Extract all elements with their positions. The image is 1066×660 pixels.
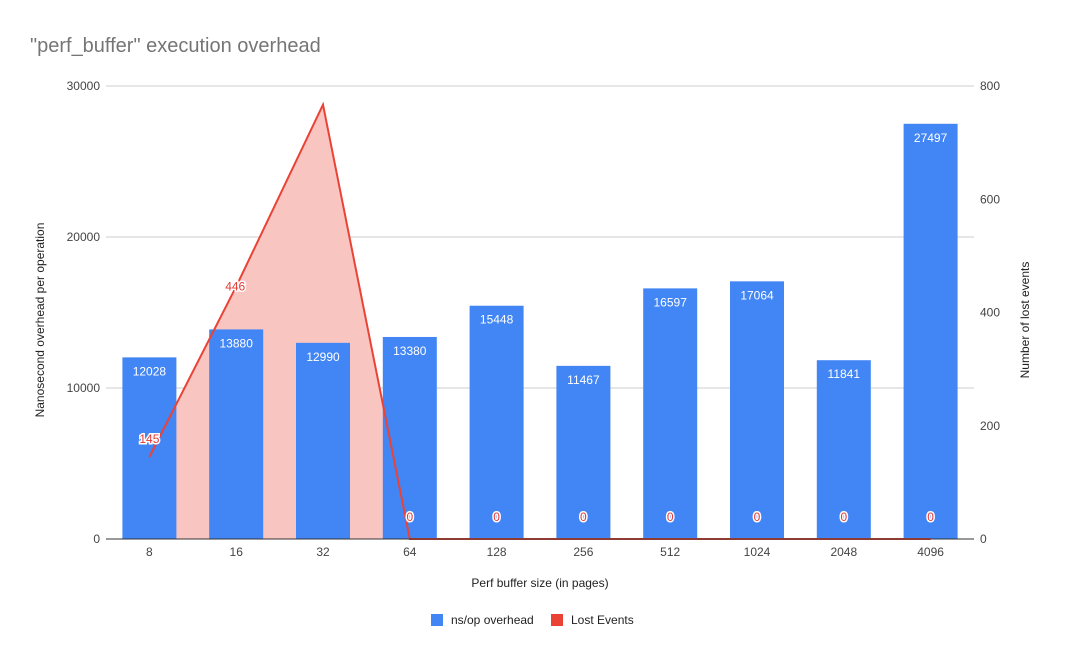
bar-value-label: 13880 — [220, 336, 254, 350]
bars — [122, 123, 958, 540]
legend-label-lost-events: Lost Events — [571, 613, 634, 627]
x-tick-label: 4096 — [917, 545, 944, 559]
y2-axis-title: Number of lost events — [1018, 262, 1032, 379]
bar-value-label: 11467 — [567, 373, 600, 387]
bar-value-label: 12990 — [306, 350, 340, 364]
bar — [730, 281, 784, 539]
legend: ns/op overhead Lost Events — [431, 613, 634, 627]
lost-events-value-label: 0 — [580, 510, 587, 524]
x-tick-label: 2048 — [830, 545, 857, 559]
y-tick-label: 0 — [93, 532, 100, 546]
x-tick-label: 128 — [487, 545, 507, 559]
bar — [296, 342, 350, 539]
legend-swatch-overhead — [431, 614, 443, 626]
y-axis-title: Nanosecond overhead per operation — [33, 223, 47, 418]
y-tick-label: 10000 — [67, 381, 101, 395]
bar — [209, 329, 264, 539]
lost-events-value-label: 0 — [493, 510, 500, 524]
chart-title: "perf_buffer" execution overhead — [30, 35, 321, 57]
bar — [643, 288, 698, 539]
lost-events-area-fill — [149, 104, 931, 539]
x-tick-label: 16 — [230, 545, 244, 559]
lost-events-value-label: 446 — [225, 279, 245, 293]
y2-tick-label: 0 — [980, 532, 987, 546]
lost-events-value-label: 0 — [754, 510, 761, 524]
bar — [903, 123, 958, 540]
axes: 0 10000 20000 30000 0 200 400 600 800 8 16 32 64 128 2… — [67, 79, 1001, 559]
x-axis-title: Perf buffer size (in pages) — [471, 576, 608, 590]
bar — [469, 305, 524, 539]
y2-tick-label: 800 — [980, 79, 1000, 93]
bar-value-label: 12028 — [133, 364, 167, 378]
y-tick-label: 20000 — [67, 230, 101, 244]
bar — [816, 360, 871, 539]
bar-value-label: 15448 — [480, 313, 514, 327]
lost-events-value-label: 0 — [840, 510, 847, 524]
lost-events-value-label: 0 — [667, 510, 674, 524]
bar-value-label: 17064 — [740, 288, 774, 302]
x-tick-label: 1024 — [744, 545, 771, 559]
x-tick-label: 64 — [403, 545, 417, 559]
y2-tick-label: 400 — [980, 306, 1000, 320]
bar — [122, 357, 177, 539]
bar — [556, 365, 611, 539]
lost-events-value-label: 0 — [406, 510, 413, 524]
x-tick-label: 32 — [316, 545, 330, 559]
y2-tick-label: 200 — [980, 419, 1000, 433]
bar-value-label: 13380 — [393, 344, 427, 358]
legend-label-overhead: ns/op overhead — [451, 613, 534, 627]
x-tick-label: 256 — [573, 545, 593, 559]
bar-value-label: 11841 — [828, 367, 861, 381]
y2-tick-label: 600 — [980, 192, 1000, 206]
lost-events-value-label: 0 — [927, 510, 934, 524]
bar-value-label: 16597 — [654, 295, 688, 309]
bar-value-label: 27497 — [914, 131, 948, 145]
data-labels: 12028 13880 12990 13380 15448 11467 16597 17064… — [133, 131, 948, 526]
x-tick-label: 8 — [146, 545, 153, 559]
bar — [382, 336, 437, 539]
lost-events-area — [149, 104, 931, 539]
lost-events-value-label: 145 — [139, 432, 159, 446]
legend-swatch-lost-events — [551, 614, 563, 626]
x-tick-label: 512 — [660, 545, 680, 559]
y-tick-label: 30000 — [67, 79, 101, 93]
